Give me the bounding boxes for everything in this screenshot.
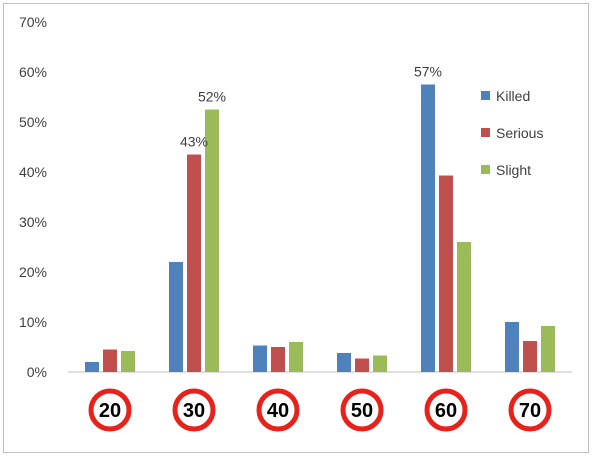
bar-slight-40 <box>289 342 303 372</box>
y-tick-label: 50% <box>19 114 47 130</box>
bar-slight-20 <box>121 351 135 372</box>
bar-serious-50 <box>355 358 369 372</box>
data-label: 43% <box>180 134 208 150</box>
bar-slight-70 <box>541 326 555 372</box>
y-tick-label: 0% <box>27 364 47 380</box>
speed-limit-sign-icon <box>424 388 468 432</box>
bar-killed-50 <box>337 353 351 372</box>
speed-limit-sign-icon <box>172 388 216 432</box>
y-tick-label: 30% <box>19 214 47 230</box>
bar-killed-40 <box>253 345 267 372</box>
y-tick-label: 10% <box>19 314 47 330</box>
legend-swatch-slight <box>481 165 490 174</box>
bar-slight-50 <box>373 355 387 372</box>
y-tick-label: 20% <box>19 264 47 280</box>
data-label: 52% <box>198 89 226 105</box>
speed-limit-sign-icon <box>508 388 552 432</box>
bar-serious-30 <box>187 154 201 372</box>
speed-limit-sign-icon <box>340 388 384 432</box>
legend-swatch-serious <box>481 128 490 137</box>
legend-label-killed: Killed <box>496 88 530 104</box>
bar-killed-70 <box>505 322 519 372</box>
data-label: 57% <box>414 64 442 80</box>
legend-label-slight: Slight <box>496 162 531 178</box>
bar-serious-60 <box>439 175 453 372</box>
speed-limit-sign-icon <box>88 388 132 432</box>
y-tick-label: 60% <box>19 64 47 80</box>
x-tick-label: 60 <box>435 400 457 422</box>
bar-serious-40 <box>271 347 285 372</box>
legend-swatch-killed <box>481 91 490 100</box>
speed-limit-sign-icon <box>256 388 300 432</box>
bar-slight-60 <box>457 242 471 372</box>
bar-killed-60 <box>421 84 435 372</box>
bar-serious-20 <box>103 349 117 372</box>
y-tick-label: 40% <box>19 164 47 180</box>
x-tick-label: 30 <box>183 400 205 422</box>
y-tick-label: 70% <box>19 14 47 30</box>
x-tick-label: 70 <box>519 400 541 422</box>
bar-killed-30 <box>169 262 183 372</box>
chart-frame <box>3 3 589 453</box>
x-tick-label: 20 <box>99 400 121 422</box>
bar-killed-20 <box>85 362 99 372</box>
legend-label-serious: Serious <box>496 125 543 141</box>
bar-slight-30 <box>205 109 219 372</box>
x-tick-label: 50 <box>351 400 373 422</box>
bar-serious-70 <box>523 341 537 372</box>
x-tick-label: 40 <box>267 400 289 422</box>
